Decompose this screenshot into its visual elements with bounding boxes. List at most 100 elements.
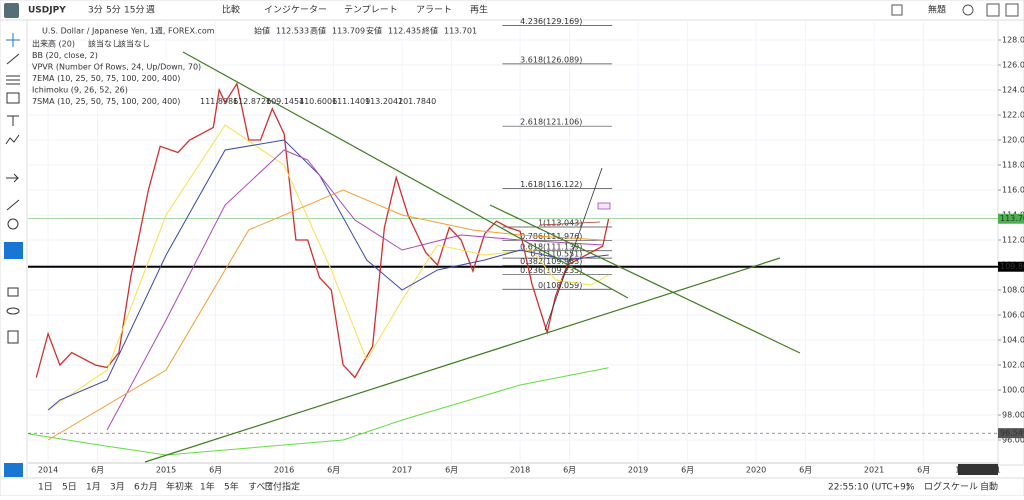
series-line <box>47 139 609 411</box>
indicator-value: 110.6006 <box>299 97 337 106</box>
y-tick-label: 108.000 <box>1002 286 1024 295</box>
trendline-tool[interactable] <box>6 53 20 65</box>
hide-tool[interactable] <box>6 307 20 315</box>
price-label-bg <box>998 213 1024 224</box>
price-label: 96.549 <box>1000 429 1024 438</box>
fullscreen[interactable] <box>986 3 1000 17</box>
y-tick-label: 102.000 <box>1002 361 1024 370</box>
interval[interactable]: 3分 <box>88 5 103 16</box>
interval[interactable]: 15分 <box>124 5 144 16</box>
crosshair-tool[interactable] <box>6 33 20 47</box>
y-tick-label: 106.000 <box>1002 311 1024 320</box>
range-button[interactable]: 3月 <box>110 482 125 493</box>
x-tick-label: 2020 <box>746 466 766 475</box>
measure-tool[interactable] <box>6 199 20 211</box>
fib-label: 0.5(110.551) <box>530 250 582 259</box>
symbol[interactable]: USDJPY <box>28 6 66 16</box>
zoom-tool[interactable] <box>7 218 19 230</box>
alert[interactable]: アラート <box>416 5 452 16</box>
shape-tool[interactable] <box>6 92 20 104</box>
range-button[interactable]: 5日 <box>62 482 77 493</box>
range-button[interactable]: 5年 <box>224 481 239 493</box>
fib-label: 1.618(116.122) <box>520 180 582 189</box>
legend: U.S. Dollar / Japanese Yen, 1週, FOREX.co… <box>32 26 477 107</box>
trendline <box>144 257 781 463</box>
layout-icon[interactable] <box>891 4 903 16</box>
series-line <box>35 81 610 379</box>
indicator-value: 109.1454 <box>266 97 304 106</box>
y-tick-label: 126.000 <box>1002 61 1024 70</box>
indicators[interactable]: インジケーター <box>264 5 327 16</box>
trendlines <box>144 51 801 463</box>
layout-name[interactable]: 無題 <box>928 4 946 16</box>
x-tick-label: 2015 <box>156 466 176 475</box>
lock-tool[interactable] <box>7 287 19 297</box>
indicator-label: 出来高 (20) <box>32 39 75 49</box>
fib-label: 1(113.043) <box>538 218 582 227</box>
ohlc: 終値 <box>422 26 438 36</box>
x-tick-label: 6月 <box>327 466 340 475</box>
y-tick-label: 116.000 <box>1002 186 1024 195</box>
indicator-value: 113.2042 <box>365 97 403 106</box>
x-tick-label: 2014 <box>38 466 58 475</box>
prediction-tool[interactable] <box>6 173 20 183</box>
replay[interactable]: 再生 <box>470 4 488 16</box>
ohlc: 112.435 <box>388 27 421 36</box>
fib-label: 0.382(109.963) <box>520 257 582 266</box>
fib-tool[interactable] <box>6 75 20 85</box>
delete-tool[interactable] <box>7 330 19 344</box>
y-tick-label: 118.000 <box>1002 161 1024 170</box>
snapshot[interactable] <box>1005 3 1019 17</box>
price-label: 113.701 <box>1000 214 1024 223</box>
interval[interactable]: 5分 <box>106 5 121 16</box>
price-label-bg <box>998 428 1024 439</box>
fib-label: 2.618(121.106) <box>520 118 582 127</box>
trendline <box>544 167 603 331</box>
trendline <box>489 204 801 354</box>
range-button[interactable]: 1年 <box>200 481 215 493</box>
y-tick-label: 120.000 <box>1002 136 1024 145</box>
x-tick-label: 6月 <box>91 466 104 475</box>
series-line <box>106 149 603 431</box>
ohlc: 113.709 <box>332 27 365 36</box>
pattern-tool[interactable] <box>5 134 20 145</box>
logo[interactable] <box>4 3 19 18</box>
cursor-date: 13 12月 '21 <box>955 466 1001 475</box>
box <box>597 202 611 210</box>
series-line <box>47 124 609 411</box>
trendline <box>182 51 629 299</box>
ohlc: 高値 <box>310 26 326 36</box>
series-line <box>27 367 609 456</box>
magnet-tool[interactable] <box>4 242 23 259</box>
watchlist-star[interactable] <box>4 463 23 477</box>
log-scale[interactable]: ログスケール <box>924 481 978 493</box>
range-button[interactable]: 6カ月 <box>134 482 158 493</box>
template[interactable]: テンプレート <box>344 5 398 16</box>
y-tick-label: 98.000 <box>1002 411 1024 420</box>
bottom-bar: 日付指定 22:55:10 (UTC+9) % ログスケール 自動 1日 5日 1月… <box>0 477 1024 497</box>
y-tick-label: 96.000 <box>1002 436 1024 445</box>
fib-label: 0.786(111.976) <box>520 232 582 241</box>
range-button[interactable]: 1月 <box>86 482 101 493</box>
x-tick-label: 6月 <box>917 466 930 475</box>
interval[interactable]: 週 <box>146 5 155 16</box>
range-button[interactable]: 年初来 <box>166 481 193 493</box>
fib-label: 3.618(126.089) <box>520 55 582 64</box>
x-tick-label: 6月 <box>209 466 222 475</box>
range-button[interactable]: すべて <box>248 482 274 493</box>
range-button[interactable]: 1日 <box>38 482 53 493</box>
cursor-date-bg <box>958 464 998 475</box>
goto-date[interactable]: 日付指定 <box>264 481 300 493</box>
compare[interactable]: 比較 <box>222 4 240 16</box>
auto-scale[interactable]: 自動 <box>980 481 998 493</box>
left-toolbar <box>0 19 28 479</box>
settings[interactable] <box>962 4 974 16</box>
y-tick-label: 124.000 <box>1002 86 1024 95</box>
indicator-value: 該当なし <box>88 39 120 49</box>
ohlc: 113.701 <box>444 27 477 36</box>
text-tool[interactable] <box>7 115 19 126</box>
x-tick-label: 2017 <box>392 466 412 475</box>
y-tick-label: 112.000 <box>1002 236 1024 245</box>
percent[interactable]: % <box>906 483 915 493</box>
